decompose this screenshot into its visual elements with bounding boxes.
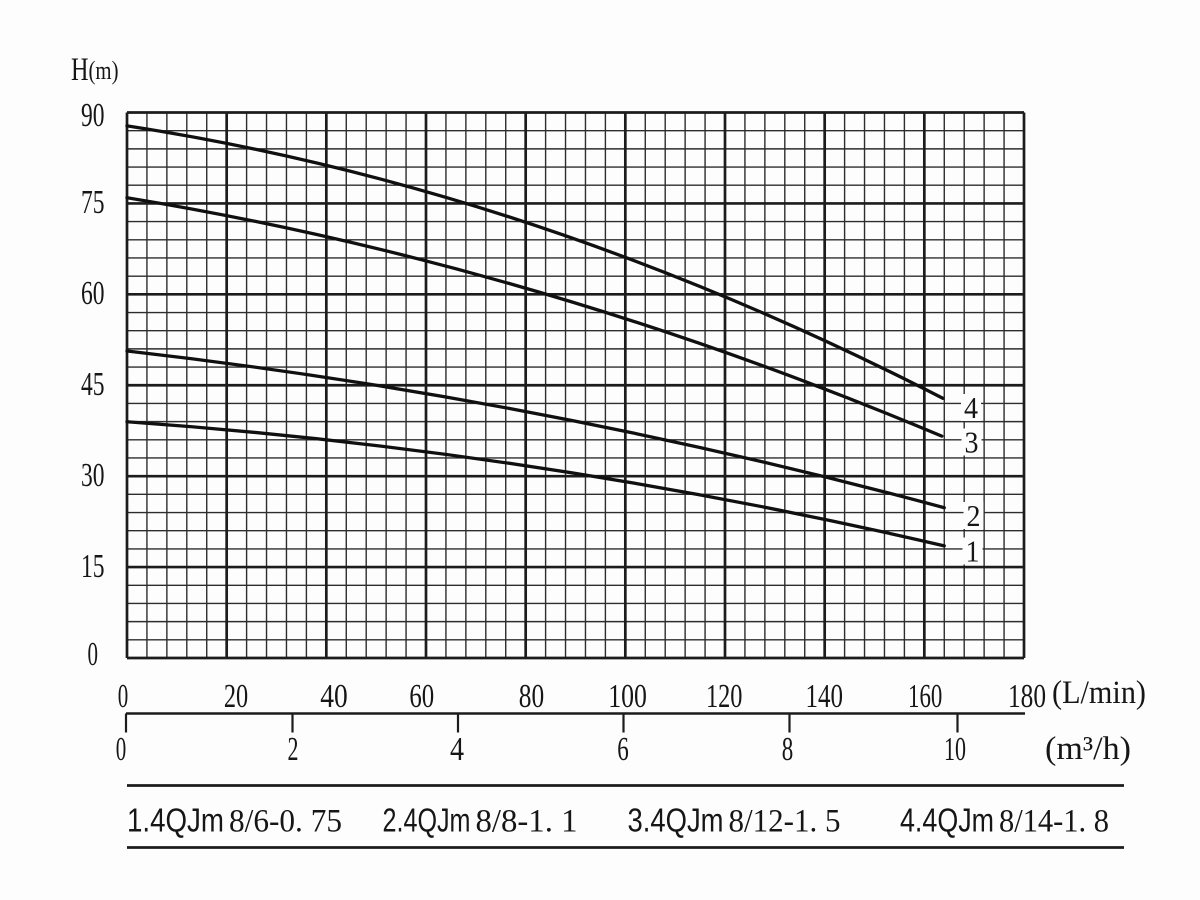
svg-text:0: 0 [116,731,127,768]
svg-text:75: 75 [81,184,105,221]
svg-text:6: 6 [617,731,629,768]
svg-text:80: 80 [519,678,544,715]
svg-text:160: 160 [908,678,942,715]
svg-text:(L/min): (L/min) [1052,675,1146,711]
svg-text:4: 4 [964,390,978,425]
svg-text:0: 0 [88,636,99,673]
svg-text:2: 2 [967,498,981,533]
svg-text:4: 4 [450,731,464,768]
svg-text:40: 40 [320,678,348,715]
svg-text:100: 100 [608,678,647,715]
svg-text:8: 8 [782,731,794,768]
svg-text:3: 3 [965,425,979,460]
svg-text:60: 60 [81,275,105,312]
svg-text:(m³/h): (m³/h) [1045,731,1131,767]
svg-text:180: 180 [1008,678,1046,715]
svg-text:0: 0 [118,678,129,715]
svg-text:140: 140 [805,678,843,715]
svg-text:15: 15 [81,548,105,585]
svg-text:120: 120 [706,678,743,715]
svg-text:20: 20 [224,678,248,715]
svg-text:90: 90 [81,97,105,134]
svg-text:H(m): H(m) [71,52,119,88]
svg-text:2: 2 [288,731,299,768]
svg-text:45: 45 [81,366,105,403]
svg-text:30: 30 [81,457,105,494]
svg-text:1: 1 [966,534,980,569]
svg-text:60: 60 [409,678,434,715]
svg-text:10: 10 [944,731,966,768]
